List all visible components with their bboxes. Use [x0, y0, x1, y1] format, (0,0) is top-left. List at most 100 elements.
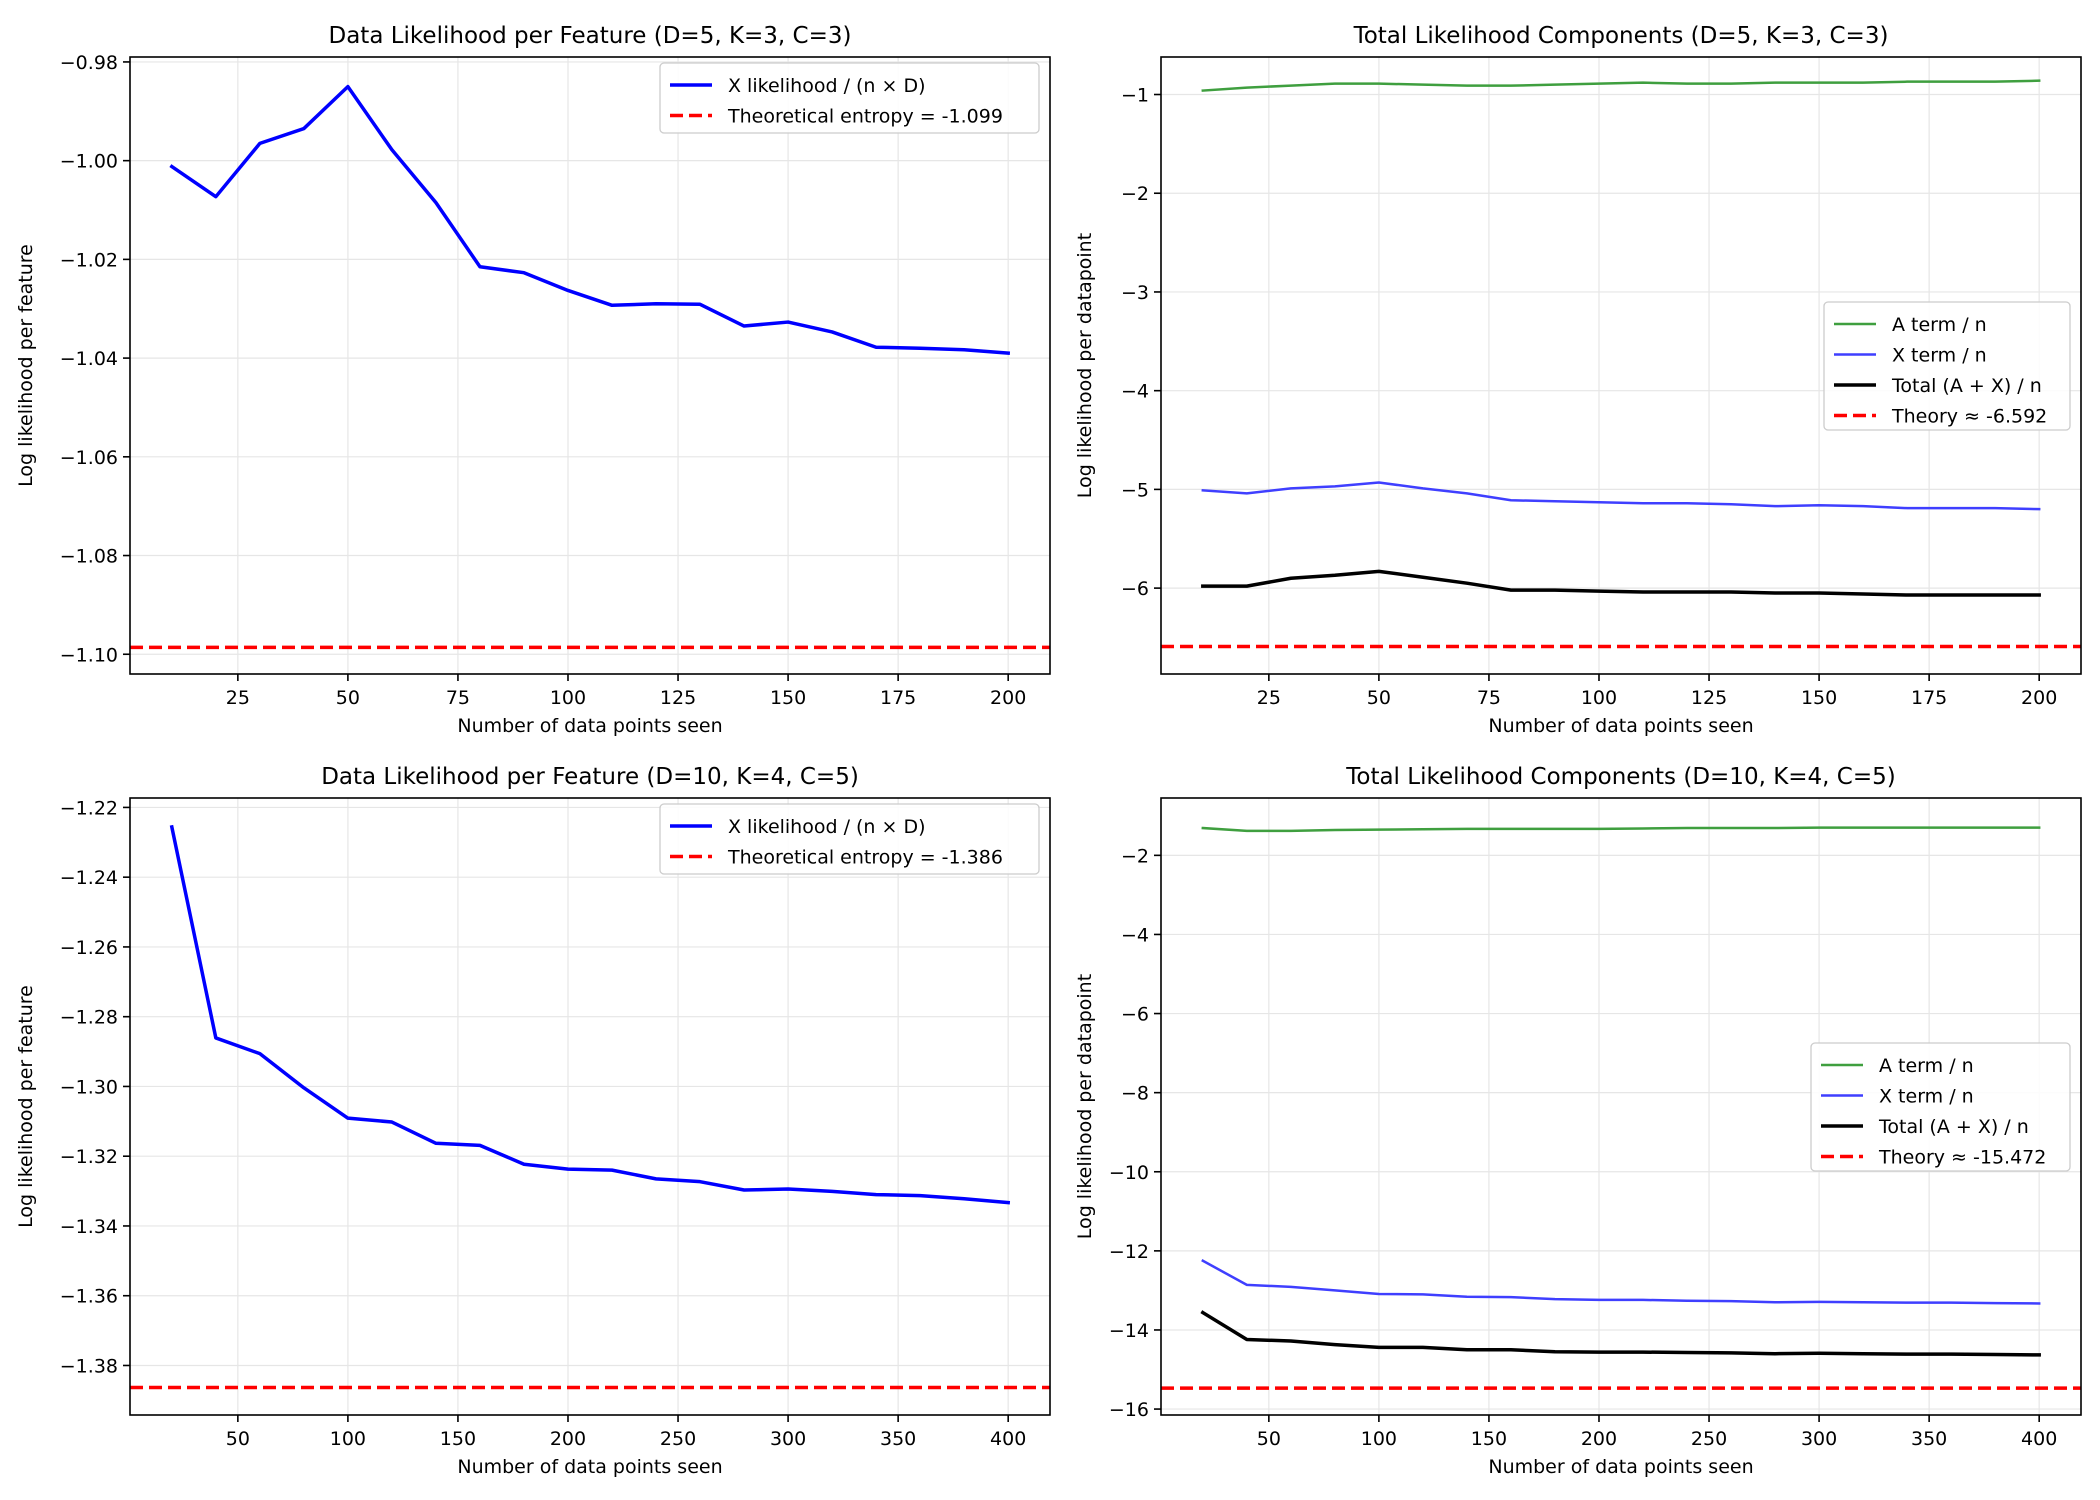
x-tick-label: 200: [2021, 687, 2057, 709]
legend-label: X likelihood / (n × D): [728, 75, 926, 97]
y-tick-label: −0.98: [60, 52, 118, 74]
y-axis-label: Log likelihood per feature: [15, 244, 37, 487]
y-tick-label: −16: [1109, 1399, 1149, 1421]
legend-label: X term / n: [1892, 345, 1987, 367]
y-tick-label: −8: [1121, 1083, 1149, 1105]
legend-label: Theory ≈ -6.592: [1891, 406, 2047, 428]
x-tick-label: 25: [1257, 687, 1281, 709]
chart-panel-4: 50 100 150 200 250 300 350 400 −16 −14 −12 −10 −8 −6 −…: [1074, 764, 2082, 1478]
x-tick-label: 400: [990, 1428, 1026, 1450]
x-tick-label: 125: [1691, 687, 1727, 709]
y-tick-label: −1.04: [60, 348, 118, 370]
chart-title: Data Likelihood per Feature (D=5, K=3, C…: [329, 23, 852, 49]
y-tick-label: −2: [1121, 845, 1149, 867]
x-tick-label: 150: [770, 687, 806, 709]
legend-box: [1810, 1042, 2071, 1172]
legend-label: Total (A + X) / n: [1891, 375, 2042, 397]
chart-title: Data Likelihood per Feature (D=10, K=4, …: [321, 764, 859, 790]
legend: A term / n X term / n Total (A + X) / n The…: [1810, 1042, 2071, 1172]
legend-label: X likelihood / (n × D): [728, 816, 926, 838]
x-tick-label: 175: [880, 687, 916, 709]
x-tick-label: 250: [660, 1428, 696, 1450]
x-tick-label: 100: [1581, 687, 1617, 709]
y-axis-label: Log likelihood per datapoint: [1074, 974, 1096, 1239]
x-tick-label: 200: [1581, 1428, 1617, 1450]
legend: A term / n X term / n Total (A + X) / n The…: [1823, 301, 2071, 431]
y-tick-label: −1.00: [60, 151, 118, 173]
x-tick-label: 150: [440, 1428, 476, 1450]
x-axis-label: Number of data points seen: [457, 1456, 722, 1478]
x-tick-label: 75: [446, 687, 470, 709]
y-tick-label: −14: [1109, 1320, 1149, 1342]
legend-label: Theoretical entropy = -1.099: [727, 106, 1003, 128]
y-tick-label: −1.24: [60, 867, 118, 889]
y-axis-label: Log likelihood per feature: [15, 985, 37, 1228]
x-tick-label: 150: [1801, 687, 1837, 709]
legend-box: [659, 803, 1040, 875]
x-tick-label: 100: [330, 1428, 366, 1450]
series-line: [1201, 1259, 2041, 1305]
legend-label: Theory ≈ -15.472: [1878, 1147, 2046, 1169]
x-tick-label: 50: [1257, 1428, 1281, 1450]
y-tick-label: −1.26: [60, 937, 118, 959]
y-tick-label: −1.08: [60, 546, 118, 568]
series-line: [1201, 481, 2041, 511]
legend: X likelihood / (n × D) Theoretical entrop…: [659, 62, 1040, 134]
y-tick-label: −12: [1109, 1241, 1149, 1263]
y-tick-label: −6: [1121, 578, 1149, 600]
legend-label: X term / n: [1879, 1086, 1974, 1108]
legend-label: Theoretical entropy = -1.386: [727, 847, 1003, 869]
x-tick-label: 25: [226, 687, 250, 709]
axes-frame: [129, 56, 1051, 675]
series-line: [1201, 79, 2041, 92]
chart-panel-1: 25 50 75 100 125 150 175 200 −1.10 −1.08 −1.06 −1.0…: [15, 23, 1051, 737]
series-line: [1201, 569, 2041, 597]
y-tick-label: −1.30: [60, 1076, 118, 1098]
chart-title: Total Likelihood Components (D=10, K=4, …: [1345, 764, 1896, 790]
x-axis-label: Number of data points seen: [1488, 1456, 1753, 1478]
x-tick-label: 75: [1477, 687, 1501, 709]
x-axis-label: Number of data points seen: [457, 715, 722, 737]
x-tick-label: 125: [660, 687, 696, 709]
x-tick-label: 50: [226, 1428, 250, 1450]
y-tick-label: −1.10: [60, 644, 118, 666]
series-line: [169, 824, 1011, 1205]
x-axis-label: Number of data points seen: [1488, 715, 1753, 737]
legend-box: [659, 62, 1040, 134]
y-tick-label: −1.32: [60, 1146, 118, 1168]
x-tick-label: 100: [550, 687, 586, 709]
axes-frame: [1160, 797, 2082, 1416]
x-tick-label: 350: [1911, 1428, 1947, 1450]
x-tick-label: 175: [1911, 687, 1947, 709]
x-tick-label: 150: [1471, 1428, 1507, 1450]
x-tick-label: 50: [1367, 687, 1391, 709]
y-tick-label: −2: [1121, 183, 1149, 205]
y-tick-label: −3: [1121, 282, 1149, 304]
y-tick-label: −4: [1121, 924, 1149, 946]
legend-box: [1823, 301, 2071, 431]
y-tick-label: −1.22: [60, 797, 118, 819]
y-tick-label: −1.36: [60, 1286, 118, 1308]
y-tick-label: −1.38: [60, 1355, 118, 1377]
x-tick-label: 50: [336, 687, 360, 709]
y-tick-label: −1.34: [60, 1216, 118, 1238]
series-line: [1200, 1310, 2041, 1357]
y-tick-label: −1.06: [60, 447, 118, 469]
legend: X likelihood / (n × D) Theoretical entrop…: [659, 803, 1040, 875]
x-tick-label: 400: [2021, 1428, 2057, 1450]
x-tick-label: 250: [1691, 1428, 1727, 1450]
y-tick-label: −1: [1121, 85, 1149, 107]
chart-title: Total Likelihood Components (D=5, K=3, C…: [1353, 23, 1889, 49]
x-tick-label: 200: [550, 1428, 586, 1450]
y-tick-label: −1.02: [60, 249, 118, 271]
y-axis-label: Log likelihood per datapoint: [1074, 233, 1096, 498]
y-tick-label: −6: [1121, 1004, 1149, 1026]
y-tick-label: −1.28: [60, 1007, 118, 1029]
x-tick-label: 100: [1361, 1428, 1397, 1450]
axes-frame: [129, 797, 1051, 1416]
axes-frame: [1160, 56, 2082, 675]
y-tick-label: −4: [1121, 381, 1149, 403]
y-tick-label: −10: [1109, 1162, 1149, 1184]
chart-panel-3: 50 100 150 200 250 300 350 400 −1.38 −1.36 −1.34 −1…: [15, 764, 1051, 1478]
